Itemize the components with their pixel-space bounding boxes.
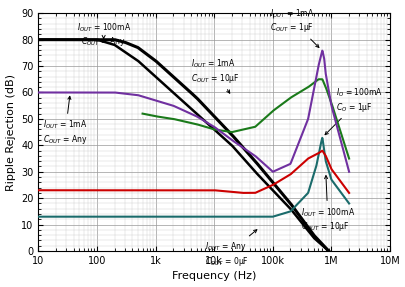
Y-axis label: Ripple Rejection (dB): Ripple Rejection (dB) bbox=[6, 74, 15, 191]
Text: $I_{OUT}$ = Any
$C_{OUT}$ = 0μF: $I_{OUT}$ = Any $C_{OUT}$ = 0μF bbox=[205, 230, 256, 268]
Text: $I_O$ = 100mA
$C_O$ = 1μF: $I_O$ = 100mA $C_O$ = 1μF bbox=[324, 86, 382, 135]
Text: $I_{OUT}$ = 1mA
$C_{OUT}$ = 10μF: $I_{OUT}$ = 1mA $C_{OUT}$ = 10μF bbox=[190, 57, 239, 93]
Text: $I_{OUT}$ = 100mA
$C_{OUT}$ = 10μF: $I_{OUT}$ = 100mA $C_{OUT}$ = 10μF bbox=[300, 176, 354, 233]
Text: $I_{OUT}$ = 100mA
$C_{OUT}$ = Any: $I_{OUT}$ = 100mA $C_{OUT}$ = Any bbox=[76, 21, 130, 49]
X-axis label: Frequency (Hz): Frequency (Hz) bbox=[172, 272, 256, 282]
Text: $I_{OUT}$ = 1mA
$C_{OUT}$ = 1μF: $I_{OUT}$ = 1mA $C_{OUT}$ = 1μF bbox=[269, 7, 318, 47]
Text: $I_{OUT}$ = 1mA
$C_{OUT}$ = Any: $I_{OUT}$ = 1mA $C_{OUT}$ = Any bbox=[43, 96, 87, 146]
